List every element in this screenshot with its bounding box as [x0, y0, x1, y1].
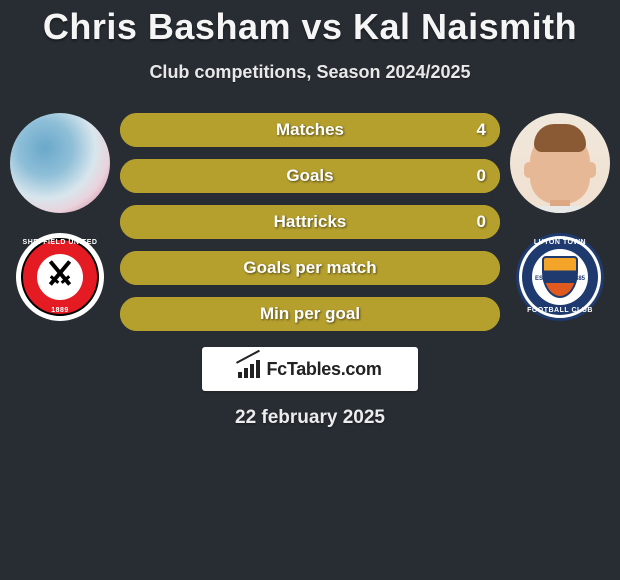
- brand-text: FcTables.com: [266, 359, 381, 380]
- club-right-est: EST: [535, 276, 547, 282]
- club-left-badge: SHEFFIELD UNITED 1889: [16, 233, 104, 321]
- left-column: SHEFFIELD UNITED 1889: [8, 113, 112, 321]
- brand-box: FcTables.com: [202, 347, 418, 391]
- stat-value: 0: [477, 166, 486, 186]
- swords-icon: [43, 260, 77, 294]
- stat-value: 0: [477, 212, 486, 232]
- stat-bar: Min per goal: [120, 297, 500, 331]
- club-right-name-top: LUTON TOWN: [519, 239, 601, 246]
- page-title: Chris Basham vs Kal Naismith: [0, 0, 620, 48]
- club-right-badge: LUTON TOWN EST 1885 FOOTBALL CLUB: [516, 233, 604, 321]
- stat-value: 4: [477, 120, 486, 140]
- stat-bars: Matches 4 Goals 0 Hattricks 0 Goals per match M…: [112, 113, 508, 331]
- stat-label: Goals: [286, 166, 333, 186]
- comparison-row: SHEFFIELD UNITED 1889 Matches4Goals0Hatt…: [0, 113, 620, 331]
- subtitle: Club competitions, Season 2024/2025: [0, 62, 620, 83]
- player-left-avatar: [10, 113, 110, 213]
- stat-bar: Hattricks 0: [120, 205, 500, 239]
- club-left-name: SHEFFIELD UNITED: [19, 239, 101, 246]
- right-column: LUTON TOWN EST 1885 FOOTBALL CLUB: [508, 113, 612, 321]
- club-left-year: 1889: [19, 307, 101, 314]
- date-text: 22 february 2025: [0, 407, 620, 429]
- stat-bar: Matches 4: [120, 113, 500, 147]
- player-right-avatar: [510, 113, 610, 213]
- stat-label: Hattricks: [274, 212, 347, 232]
- stat-label: Matches: [276, 120, 344, 140]
- chart-icon: [238, 360, 260, 378]
- stat-bar: Goals 0: [120, 159, 500, 193]
- stat-label: Min per goal: [260, 304, 360, 324]
- stat-bar: Goals per match: [120, 251, 500, 285]
- stat-label: Goals per match: [243, 258, 376, 278]
- club-right-year: 1885: [572, 276, 585, 282]
- club-right-name-bottom: FOOTBALL CLUB: [519, 307, 601, 314]
